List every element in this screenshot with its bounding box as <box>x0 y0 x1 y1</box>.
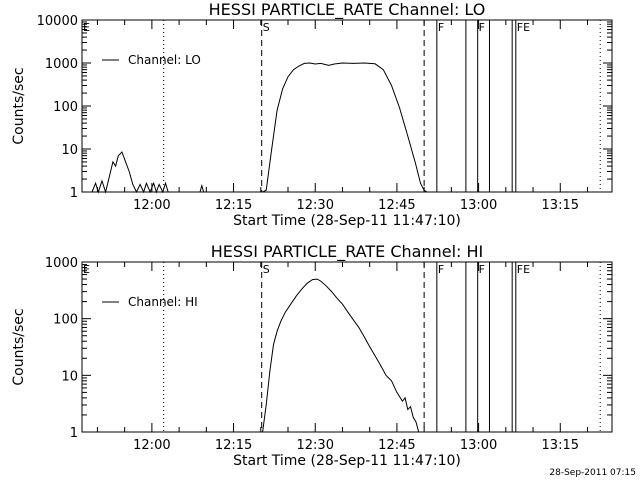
x-axis-label: Start Time (28-Sep-11 11:47:10) <box>233 453 461 469</box>
plot-frame <box>81 19 613 193</box>
x-axis-label: Start Time (28-Sep-11 11:47:10) <box>233 213 461 229</box>
x-tick-label: 12:00 <box>133 198 170 213</box>
y-tick-label: 100 <box>53 100 78 115</box>
x-tick-label: 12:00 <box>133 438 170 453</box>
y-tick-label: 10 <box>61 143 78 158</box>
series-line <box>91 62 428 194</box>
legend-entry: Channel: HI <box>128 295 198 309</box>
event-marker-label: S <box>263 263 270 276</box>
event-marker-label: FE <box>517 263 530 276</box>
x-tick-label: 13:00 <box>460 198 497 213</box>
chart-title: HESSI PARTICLE_RATE Channel: LO <box>209 0 486 20</box>
y-tick-label: 1 <box>70 186 78 201</box>
x-tick-label: 12:30 <box>297 438 334 453</box>
event-marker-label: F <box>438 21 444 34</box>
y-tick-label: 100 <box>53 313 78 328</box>
x-tick-label: 12:15 <box>215 198 252 213</box>
event-marker-label: S <box>263 21 270 34</box>
y-tick-label: 1000 <box>45 256 78 271</box>
plot-frame <box>81 261 613 433</box>
y-tick-label: 1 <box>70 426 78 441</box>
x-tick-label: 12:15 <box>215 438 252 453</box>
y-axis-label: Counts/sec <box>11 308 27 385</box>
x-tick-label: 13:15 <box>542 198 579 213</box>
y-tick-label: 1000 <box>45 57 78 72</box>
x-tick-label: 13:15 <box>542 438 579 453</box>
event-marker-label: F <box>438 263 444 276</box>
x-tick-label: 12:45 <box>378 438 415 453</box>
event-marker-label: E <box>83 263 90 276</box>
x-tick-label: 12:45 <box>378 198 415 213</box>
legend-entry: Channel: LO <box>128 53 201 67</box>
event-marker-label: E <box>83 21 90 34</box>
x-tick-label: 13:00 <box>460 438 497 453</box>
y-tick-label: 10000 <box>37 14 78 29</box>
event-marker-label: F <box>479 263 485 276</box>
y-tick-label: 10 <box>61 369 78 384</box>
event-marker-label: F <box>479 21 485 34</box>
y-axis-label: Counts/sec <box>11 67 27 144</box>
footer-timestamp: 28-Sep-2011 07:15 <box>549 468 636 478</box>
x-tick-label: 12:30 <box>297 198 334 213</box>
series-line <box>262 278 420 433</box>
chart-title: HESSI PARTICLE_RATE Channel: HI <box>211 242 484 262</box>
event-marker-label: FE <box>517 21 530 34</box>
